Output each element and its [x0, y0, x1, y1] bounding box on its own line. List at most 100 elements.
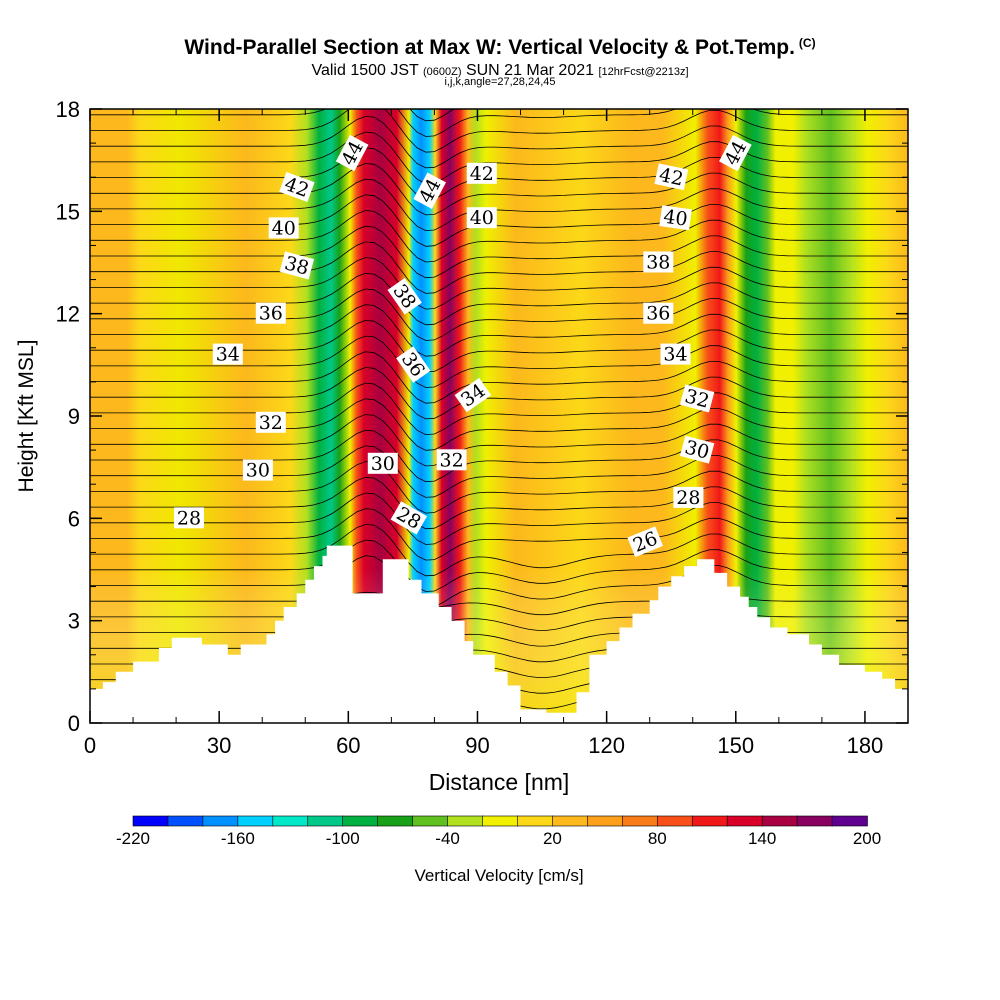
colorbar-tick-label: -100: [326, 829, 360, 848]
colorbar-swatch: [307, 815, 344, 827]
x-tick-label: 150: [717, 733, 754, 758]
isentrope-line: [90, 163, 908, 216]
isentrope-label: 30: [679, 435, 715, 464]
low-level-shading: [90, 109, 908, 723]
colorbar-swatch: [447, 815, 484, 827]
y-tick-label: 6: [68, 506, 80, 531]
terrain-mask: [90, 545, 908, 723]
section-indices: i,j,k,angle=27,28,24,45: [444, 76, 556, 88]
x-tick-label: 120: [588, 733, 625, 758]
colorbar-tick-label: 80: [648, 829, 667, 848]
isentrope-line: [90, 304, 908, 357]
valid-time-line: Valid 1500 JST (0600Z) SUN 21 Mar 2021 […: [0, 62, 1000, 80]
isentrope-label-text: 38: [646, 252, 670, 274]
isentrope-label-text: 34: [663, 344, 687, 366]
isentrope-line: [90, 194, 908, 247]
isentrope-line: [90, 523, 908, 577]
isentrope-line: [90, 414, 908, 467]
isentrope-label-text: 36: [259, 303, 283, 325]
isentrope-line: [90, 147, 908, 200]
colorbar-swatch: [167, 815, 204, 827]
isentrope-line: [90, 288, 908, 341]
isentrope-line: [90, 115, 908, 169]
isentrope-label-bg: [679, 384, 715, 413]
x-axis-title: Distance [nm]: [429, 769, 570, 795]
isentrope-label-bg: [212, 343, 243, 365]
isentrope-label: 40: [268, 217, 299, 239]
isentrope-label-text: 30: [371, 453, 395, 475]
isentrope-line: [90, 241, 908, 294]
valid-time: Valid 1500 JST: [311, 62, 419, 79]
isentrope-line: [90, 555, 908, 608]
x-tick-label: 60: [336, 733, 360, 758]
colorbar-swatch: [587, 815, 624, 827]
isentrope-label-text: 40: [470, 207, 494, 229]
isentrope-label-text: 32: [440, 449, 464, 471]
isentrope-label: 40: [659, 205, 692, 231]
isentrope-label-bg: [719, 134, 752, 172]
x-tick-label: 90: [465, 733, 489, 758]
y-tick-label: 12: [56, 302, 80, 327]
isentrope-label-bg: [659, 205, 692, 231]
isentrope-label-bg: [255, 411, 286, 433]
isentrope-label-bg: [643, 302, 674, 324]
x-tick-label: 30: [207, 733, 231, 758]
isentrope-label: 32: [255, 411, 286, 434]
colorbar-tick-label: -220: [116, 829, 150, 848]
colorbar-swatch: [691, 815, 728, 827]
isentrope-line: [90, 607, 908, 631]
isentrope-label-bg: [654, 163, 689, 191]
colorbar-swatch: [517, 815, 554, 827]
colorbar-swatch: [412, 815, 449, 827]
isentrope-label-bg: [335, 134, 369, 172]
colorbar-tick-label: 200: [853, 829, 881, 848]
isentrope-label-text: 42: [657, 164, 685, 191]
colorbar-swatch: [761, 815, 798, 827]
colorbar-swatch: [237, 815, 274, 827]
isentrope-label-bg: [679, 435, 715, 464]
isentrope-label-bg: [242, 459, 273, 481]
isentrope-line: [90, 257, 908, 310]
isentrope-label-bg: [466, 162, 497, 184]
isentrope-line: [90, 367, 908, 420]
isentrope-label: 32: [679, 384, 715, 413]
isentrope-line: [90, 109, 908, 153]
y-tick-label: 15: [56, 199, 80, 224]
colorbar-swatch: [622, 815, 659, 827]
isentrope-line: [90, 210, 908, 263]
isentrope-label-bg: [390, 501, 428, 535]
isentrope-label-text: 30: [246, 460, 270, 482]
isentrope-label-bg: [367, 452, 398, 474]
x-axis: 0 30 60 90 120 150 180: [84, 109, 909, 758]
isentrope-line: [90, 272, 908, 326]
isentrope-label: 42: [654, 163, 689, 191]
isentrope-line: [90, 591, 908, 616]
colorbar-swatch: [482, 815, 519, 827]
colorbar-tick-label: 140: [748, 829, 776, 848]
isentrope-line: [90, 351, 908, 404]
isentrope-label-text: 40: [272, 217, 296, 239]
chart-title-text: Wind-Parallel Section at Max W: Vertical…: [184, 36, 795, 59]
isentrope-label-bg: [268, 217, 299, 239]
isentrope-label-text: 32: [259, 412, 283, 434]
isentrope-label-bg: [454, 377, 492, 413]
isentrope-label-text: 34: [216, 344, 240, 366]
colorbar-swatch: [272, 815, 309, 827]
colorbar-swatch: [796, 815, 833, 827]
colorbar-swatch: [831, 815, 868, 827]
y-tick-label: 0: [68, 711, 80, 736]
colorbar-swatch: [656, 815, 694, 827]
isentrope-label-text: 36: [646, 303, 670, 325]
isentrope-lines: [90, 109, 908, 723]
isentrope-label: 28: [673, 486, 704, 509]
isentrope-label: 32: [436, 449, 467, 471]
valid-date: SUN 21 Mar 2021: [465, 62, 595, 79]
isentrope-label: 34: [212, 343, 243, 366]
colorbar-swatch: [342, 815, 379, 827]
isentrope-label-bg: [660, 343, 691, 365]
isentrope-line: [90, 429, 908, 483]
isentrope-line: [90, 225, 908, 279]
